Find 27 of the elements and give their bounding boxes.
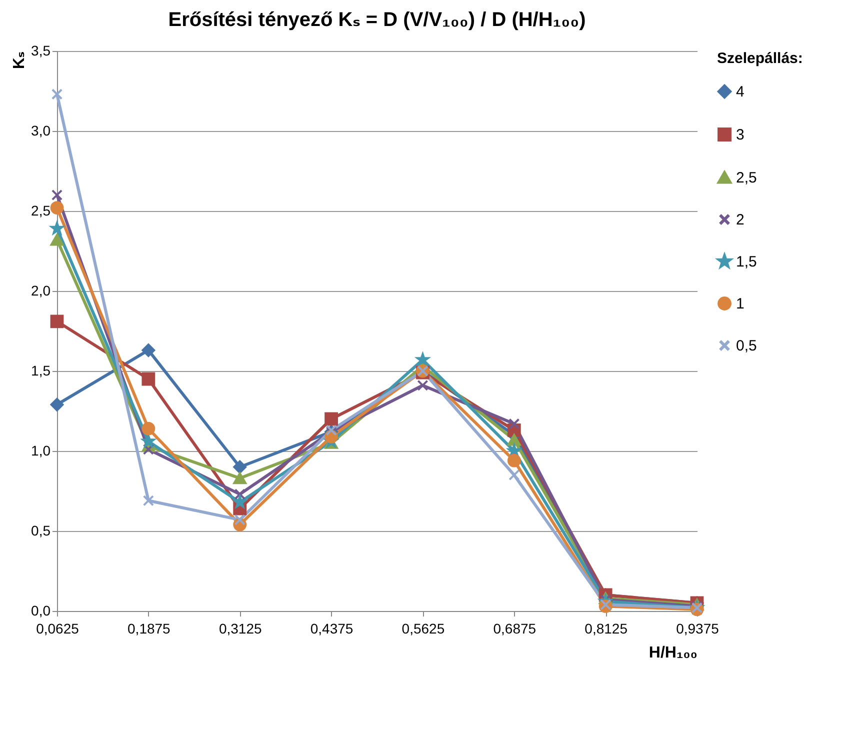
y-tick-label: 3,0	[31, 122, 51, 138]
x-tick-label: 0,8125	[584, 620, 628, 636]
y-tick-label: 2,5	[31, 202, 51, 218]
y-tick-label: 2,0	[31, 282, 51, 298]
legend-label: 4	[736, 84, 744, 100]
x-tick-label: 0,4375	[310, 620, 354, 636]
y-tick-label: 1,5	[31, 362, 51, 378]
legend-label: 0,5	[736, 338, 757, 354]
y-tick-label: 0,0	[31, 602, 51, 618]
x-tick-label: 0,6875	[493, 620, 536, 636]
y-tick-label: 0,5	[31, 522, 51, 538]
x-tick-label: 0,5625	[402, 620, 445, 636]
legend-title: Szelepállás:	[717, 50, 803, 67]
y-axis-title: Kₛ	[11, 52, 28, 70]
chart-title: Erősítési tényező Kₛ = D (V/V₁₀₀) / D (H/H₁₀₀)	[168, 9, 586, 31]
legend-label: 1,5	[736, 254, 757, 270]
x-tick-label: 0,3125	[218, 620, 262, 636]
x-tick-label: 0,1875	[128, 620, 171, 636]
y-tick-label: 1,0	[31, 442, 51, 458]
x-axis-title: H/H₁₀₀	[648, 644, 698, 662]
legend-label: 2	[736, 212, 744, 228]
legend-label: 1	[736, 296, 744, 312]
y-tick-label: 3,5	[31, 42, 51, 58]
legend-label: 2,5	[736, 170, 757, 186]
x-tick-label: 0,9375	[676, 620, 720, 636]
legend-label: 3	[736, 126, 744, 144]
x-tick-label: 0,0625	[36, 620, 80, 636]
